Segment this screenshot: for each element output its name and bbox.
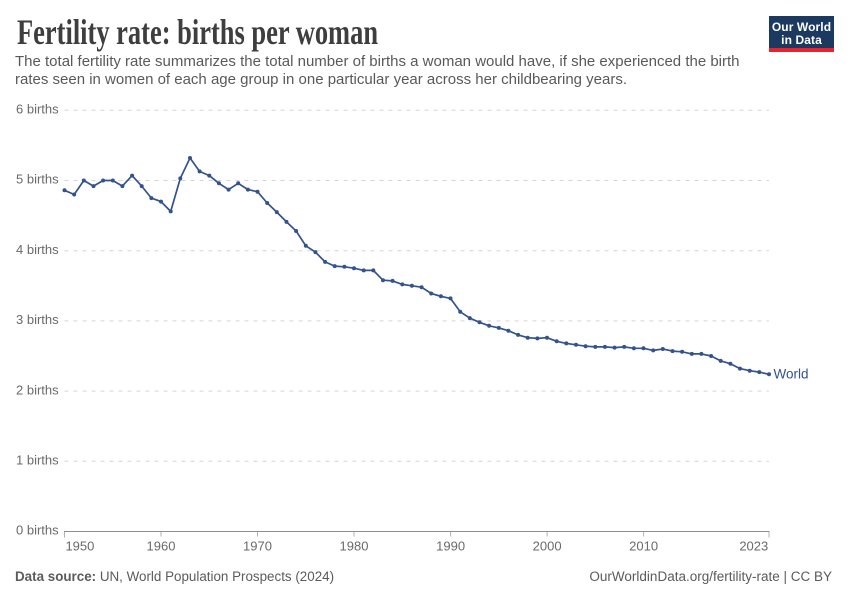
svg-text:2010: 2010 bbox=[629, 538, 658, 553]
svg-text:1 births: 1 births bbox=[16, 453, 59, 468]
svg-text:0 births: 0 births bbox=[16, 523, 59, 538]
svg-text:1950: 1950 bbox=[65, 538, 94, 553]
svg-text:1970: 1970 bbox=[243, 538, 272, 553]
svg-text:1960: 1960 bbox=[147, 538, 176, 553]
svg-text:1980: 1980 bbox=[340, 538, 369, 553]
svg-text:3 births: 3 births bbox=[16, 312, 59, 327]
svg-text:1990: 1990 bbox=[436, 538, 465, 553]
svg-text:2000: 2000 bbox=[533, 538, 562, 553]
svg-text:5 births: 5 births bbox=[16, 172, 59, 187]
svg-text:World: World bbox=[774, 367, 809, 382]
svg-text:2023: 2023 bbox=[739, 538, 768, 553]
svg-text:4 births: 4 births bbox=[16, 242, 59, 257]
svg-text:2 births: 2 births bbox=[16, 382, 59, 397]
svg-text:6 births: 6 births bbox=[16, 102, 59, 117]
